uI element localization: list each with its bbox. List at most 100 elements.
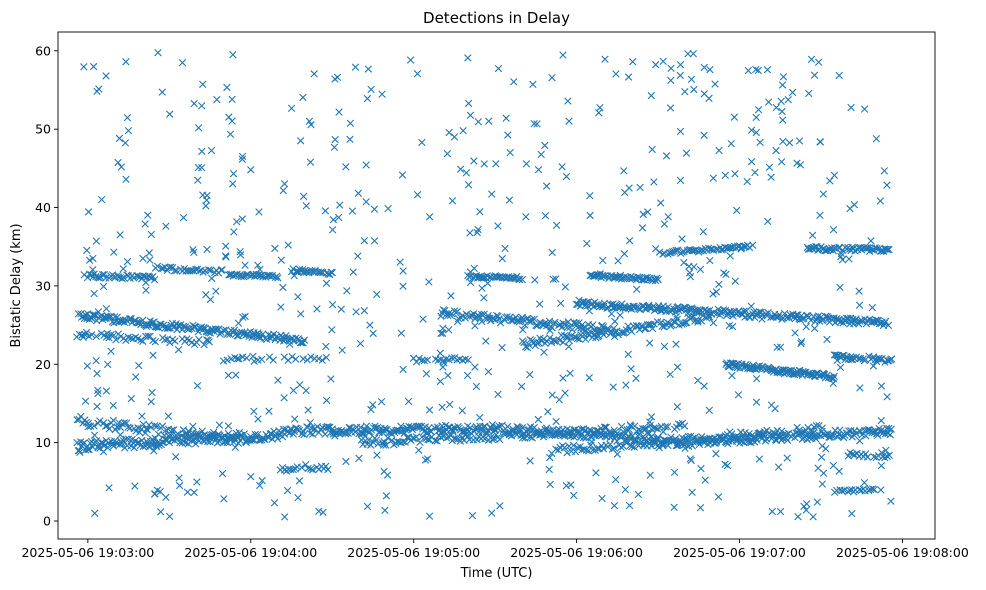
detection-point xyxy=(709,319,718,327)
detection-point xyxy=(454,317,462,326)
detection-point xyxy=(302,386,310,395)
detection-point xyxy=(165,438,174,447)
detection-point xyxy=(233,332,241,340)
detection-point xyxy=(563,449,571,457)
detection-point xyxy=(752,65,760,74)
detection-point xyxy=(471,363,479,371)
detection-point xyxy=(299,192,308,201)
detection-point xyxy=(154,430,163,438)
detection-point xyxy=(721,460,729,469)
detection-point xyxy=(189,266,198,275)
detection-point xyxy=(421,456,430,464)
detection-point xyxy=(885,451,894,460)
detection-point xyxy=(122,175,130,184)
detection-point xyxy=(714,493,723,501)
detection-point xyxy=(331,135,339,144)
detection-point xyxy=(121,139,129,147)
detection-point xyxy=(75,446,83,455)
detection-point xyxy=(495,315,503,323)
detection-point xyxy=(470,264,478,273)
detection-point xyxy=(611,317,619,326)
detection-point xyxy=(396,258,404,266)
detection-point xyxy=(706,65,714,74)
detection-point xyxy=(634,490,643,499)
detection-point xyxy=(694,318,702,326)
detection-point xyxy=(629,58,637,66)
detection-point xyxy=(296,338,305,347)
detection-point xyxy=(425,213,434,221)
detection-point xyxy=(168,263,177,272)
detection-point xyxy=(752,128,761,137)
detection-point xyxy=(349,268,357,276)
detection-point xyxy=(494,390,502,398)
detection-point xyxy=(223,434,231,442)
detection-point xyxy=(346,135,354,144)
detection-point xyxy=(115,422,124,431)
detection-point xyxy=(202,327,211,336)
detection-point xyxy=(269,356,277,364)
detection-point xyxy=(285,340,294,348)
x-axis-label: Time (UTC) xyxy=(460,566,533,581)
detection-point xyxy=(715,146,723,155)
detection-point xyxy=(148,388,156,397)
detection-point xyxy=(650,320,658,328)
detection-point xyxy=(478,317,486,326)
detection-point xyxy=(696,265,705,274)
detection-point xyxy=(124,127,133,135)
detection-point xyxy=(412,433,421,441)
detection-point xyxy=(561,389,569,397)
detection-point xyxy=(620,302,628,310)
detection-point xyxy=(423,356,432,364)
detection-point xyxy=(480,294,488,302)
detection-point xyxy=(480,160,488,168)
detection-point xyxy=(548,248,556,257)
detection-point xyxy=(611,475,620,484)
detection-point xyxy=(733,363,742,372)
detection-point xyxy=(221,252,230,260)
detection-point xyxy=(567,481,575,489)
detection-point xyxy=(116,274,124,282)
detection-point xyxy=(329,428,337,436)
detection-point xyxy=(644,428,652,437)
detection-point xyxy=(89,265,97,274)
detection-point xyxy=(370,237,379,245)
detection-point xyxy=(567,428,575,436)
detection-point xyxy=(806,370,815,379)
detection-point xyxy=(517,382,526,391)
detection-point xyxy=(115,134,124,143)
detection-point xyxy=(84,208,93,216)
detection-point xyxy=(700,131,708,139)
detection-point xyxy=(504,131,512,139)
detection-point xyxy=(830,171,839,180)
detection-point xyxy=(362,198,370,206)
detection-point xyxy=(88,331,96,339)
y-tick-label: 40 xyxy=(35,200,51,215)
detection-point xyxy=(646,471,654,479)
detection-point xyxy=(444,371,452,380)
detection-point xyxy=(85,445,93,454)
detection-point xyxy=(712,450,720,458)
detection-point xyxy=(748,241,757,249)
detection-point xyxy=(642,424,650,433)
detection-point xyxy=(498,343,506,352)
detection-point xyxy=(90,289,98,298)
detection-point xyxy=(627,365,635,373)
detection-point xyxy=(470,157,478,165)
detection-point xyxy=(531,276,539,284)
detection-point xyxy=(821,430,829,439)
detection-point xyxy=(585,374,593,382)
detection-point xyxy=(441,306,449,315)
detection-point xyxy=(630,443,638,451)
detection-point xyxy=(580,445,588,453)
detection-point xyxy=(358,429,367,438)
detection-point xyxy=(808,427,817,435)
detection-point xyxy=(883,452,891,461)
detection-point xyxy=(328,226,337,234)
detection-point xyxy=(294,494,302,502)
detection-point xyxy=(313,305,321,313)
detection-point xyxy=(680,422,689,430)
detection-point xyxy=(565,342,573,351)
detection-point xyxy=(662,152,671,160)
detection-point xyxy=(754,429,762,438)
detection-point xyxy=(175,481,184,490)
